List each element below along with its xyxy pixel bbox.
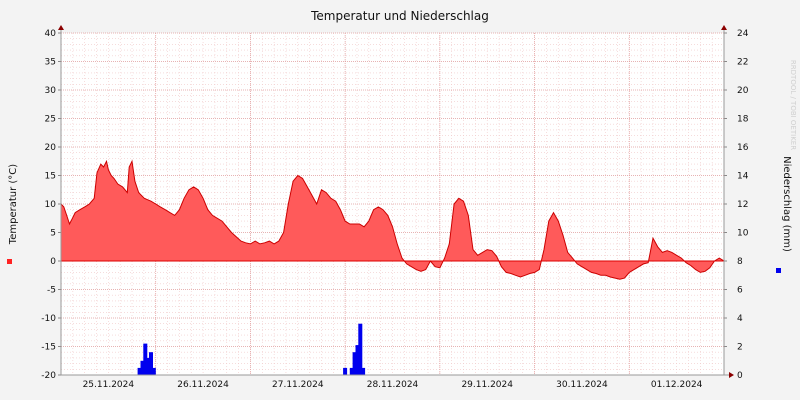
y-tick-label-left: 20 — [45, 143, 57, 153]
precipitation-bar — [140, 360, 145, 375]
watermark: RRDTOOL / TOBI OETIKER — [789, 60, 797, 150]
precipitation-bar — [358, 323, 363, 375]
precipitation-legend-swatch — [776, 268, 781, 273]
temperature-legend-swatch — [7, 259, 12, 264]
y-tick-label-left: 15 — [45, 172, 56, 182]
y-tick-label-left: -10 — [41, 314, 56, 324]
y-tick-label-left: 25 — [45, 115, 56, 125]
x-axis-arrow — [729, 372, 734, 378]
y-tick-label-left: 5 — [50, 229, 56, 239]
y-tick-label-left: 35 — [45, 58, 56, 68]
precipitation-bar — [146, 357, 151, 375]
x-tick-label: 30.11.2024 — [556, 380, 608, 390]
precipitation-bar — [137, 367, 142, 375]
y-tick-label-right: 20 — [737, 86, 749, 96]
y-tick-label-right: 10 — [737, 229, 749, 239]
temperature-area — [61, 161, 724, 280]
x-tick-label: 26.11.2024 — [177, 380, 229, 390]
y-tick-label-right: 12 — [737, 200, 748, 210]
y-tick-label-right: 22 — [737, 58, 748, 68]
x-tick-label: 25.11.2024 — [83, 380, 135, 390]
y-tick-label-right: 14 — [737, 172, 749, 182]
tick-labels: -20-15-10-505101520253035400246810121416… — [41, 29, 748, 390]
precipitation-bar — [143, 343, 148, 375]
y-tick-label-right: 2 — [737, 343, 743, 353]
y-tick-label-left: 30 — [45, 86, 57, 96]
y-tick-label-right: 8 — [737, 257, 743, 267]
precipitation-bar — [352, 352, 357, 375]
y-tick-label-left: -5 — [47, 286, 56, 296]
axes — [58, 25, 734, 378]
y-axis-right-title: Niederschlag (mm) — [781, 156, 792, 252]
precipitation-bar — [343, 367, 348, 375]
y-tick-label-left: -20 — [41, 371, 56, 381]
y-tick-label-left: 0 — [50, 257, 56, 267]
temperature-layer — [61, 159, 724, 280]
y-tick-label-right: 18 — [737, 115, 749, 125]
precipitation-bar — [151, 367, 156, 375]
precipitation-bar — [361, 367, 366, 375]
y-tick-label-left: 40 — [45, 29, 57, 39]
precipitation-layer — [137, 323, 366, 375]
y-tick-label-left: -15 — [41, 343, 56, 353]
precipitation-bar — [355, 345, 360, 375]
chart-title: Temperatur und Niederschlag — [310, 9, 489, 23]
y-tick-label-right: 24 — [737, 29, 749, 39]
x-tick-label: 28.11.2024 — [367, 380, 419, 390]
y-axis-right-arrow — [721, 25, 727, 30]
precipitation-bar — [149, 352, 153, 375]
y-tick-label-left: 10 — [45, 200, 57, 210]
x-tick-label: 29.11.2024 — [461, 380, 513, 390]
y-tick-label-right: 6 — [737, 286, 743, 296]
y-tick-label-right: 0 — [737, 371, 743, 381]
temperature-series-line — [61, 159, 724, 280]
precipitation-bar — [349, 367, 354, 375]
x-tick-label: 27.11.2024 — [272, 380, 324, 390]
y-tick-label-right: 16 — [737, 143, 749, 153]
y-axis-left-arrow — [58, 25, 64, 30]
y-tick-label-right: 4 — [737, 314, 743, 324]
x-tick-label: 01.12.2024 — [651, 380, 703, 390]
y-axis-left-title: Temperatur (°C) — [8, 164, 19, 245]
